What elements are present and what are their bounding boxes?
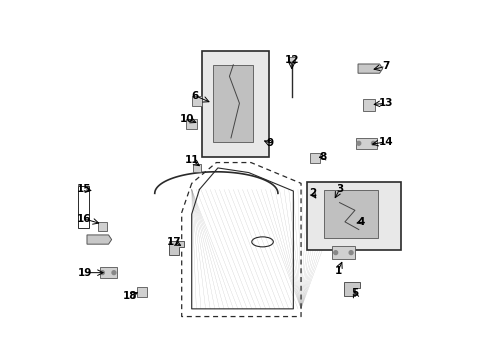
Polygon shape — [168, 241, 183, 255]
Text: 15: 15 — [77, 184, 91, 194]
Text: 5: 5 — [350, 288, 358, 298]
Text: 3: 3 — [335, 184, 343, 194]
Bar — [363, 99, 374, 111]
Text: 1: 1 — [334, 266, 341, 276]
Text: 6: 6 — [191, 91, 198, 100]
Text: 2: 2 — [308, 188, 316, 198]
Text: 12: 12 — [284, 55, 299, 65]
Bar — [306, 182, 400, 249]
Text: 13: 13 — [378, 98, 392, 108]
Bar — [310, 153, 320, 163]
Text: 9: 9 — [266, 138, 273, 148]
Text: 19: 19 — [78, 267, 92, 278]
Circle shape — [100, 271, 104, 275]
Circle shape — [371, 141, 375, 145]
Text: 8: 8 — [318, 152, 325, 162]
Circle shape — [333, 251, 337, 255]
Bar — [331, 247, 354, 259]
Bar — [191, 95, 202, 106]
Text: 16: 16 — [77, 214, 91, 224]
Bar — [137, 287, 147, 297]
Bar — [202, 51, 268, 157]
Bar — [213, 65, 253, 142]
Bar — [186, 119, 197, 130]
Text: 10: 10 — [180, 114, 194, 123]
Polygon shape — [87, 235, 111, 244]
Text: 11: 11 — [184, 155, 199, 165]
Text: 4: 4 — [357, 217, 364, 227]
Bar — [78, 186, 88, 228]
Circle shape — [112, 271, 116, 275]
Bar — [193, 164, 201, 172]
Bar — [324, 190, 377, 238]
Text: 14: 14 — [378, 137, 392, 147]
Circle shape — [356, 141, 360, 145]
Polygon shape — [357, 64, 382, 73]
Text: 7: 7 — [381, 61, 388, 71]
Text: 18: 18 — [122, 291, 137, 301]
Bar — [98, 222, 107, 231]
Circle shape — [348, 251, 352, 255]
Bar — [288, 57, 294, 63]
Polygon shape — [344, 282, 359, 296]
Bar — [355, 138, 377, 149]
Bar — [100, 267, 117, 278]
Text: 17: 17 — [166, 237, 181, 247]
